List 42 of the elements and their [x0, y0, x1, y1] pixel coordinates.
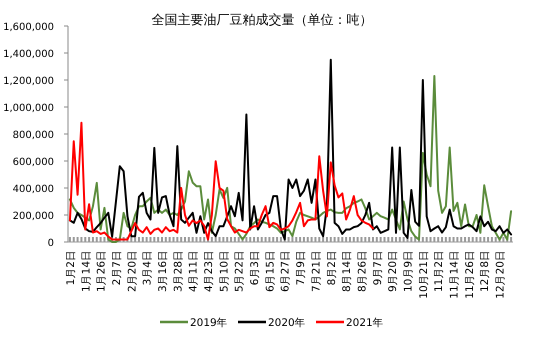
x-tick-label: 8月26日 [356, 250, 368, 292]
y-tick-label: 1,600,000 [3, 22, 54, 33]
x-tick-label: 7月21日 [310, 250, 322, 292]
x-tick-label: 2月7日 [110, 250, 123, 286]
x-tick-label: 1月2日 [64, 250, 77, 286]
x-tick-label: 4月23日 [203, 250, 216, 292]
x-tick-label: 9月20日 [387, 250, 400, 292]
x-tick-label: 8月14日 [341, 250, 354, 292]
y-tick-label: 1,000,000 [3, 103, 54, 114]
x-tick-label: 5月10日 [218, 250, 230, 292]
x-tick-label: 11月14日 [448, 250, 461, 299]
x-tick-label: 3月28日 [172, 250, 184, 292]
x-tick-label: 10月9日 [402, 250, 415, 292]
x-tick-label: 12月8日 [479, 250, 492, 292]
y-tick-label: 800,000 [12, 130, 54, 141]
x-tick-label: 11月26日 [464, 250, 476, 299]
x-tick-label: 1月14日 [80, 250, 92, 292]
y-tick-label: 400,000 [12, 184, 54, 195]
y-tick-label: 200,000 [12, 211, 54, 222]
x-tick-label: 6月15日 [264, 250, 276, 292]
x-tick-label: 10月21日 [418, 250, 430, 299]
x-tick-label: 2月20日 [126, 250, 138, 292]
x-tick-label: 6月3日 [249, 250, 262, 286]
x-tick-label: 1月26日 [96, 250, 108, 292]
y-tick-label: 1,400,000 [3, 49, 54, 60]
x-tick-label: 7月9日 [295, 250, 308, 286]
y-tick-label: 1,200,000 [3, 76, 54, 87]
x-tick-label: 3月4日 [142, 250, 154, 286]
y-tick-label: 0 [48, 238, 54, 249]
legend-label: 2019年 [190, 317, 228, 329]
legend-label: 2020年 [268, 317, 306, 329]
x-tick-label: 4月11日 [188, 250, 200, 292]
y-tick-label: 600,000 [12, 157, 54, 168]
x-tick-label: 9月7日 [372, 250, 384, 286]
x-tick-label: 12月20日 [494, 250, 507, 299]
x-tick-label: 5月22日 [234, 250, 246, 292]
x-tick-label: 11月2日 [433, 250, 446, 292]
x-tick-label: 6月27日 [280, 250, 292, 292]
x-tick-label: 8月2日 [326, 250, 338, 286]
title: 全国主要油厂豆粕成交量（单位：吨） [152, 13, 372, 28]
legend-label: 2021年 [346, 317, 384, 329]
x-tick-label: 3月16日 [156, 250, 169, 292]
